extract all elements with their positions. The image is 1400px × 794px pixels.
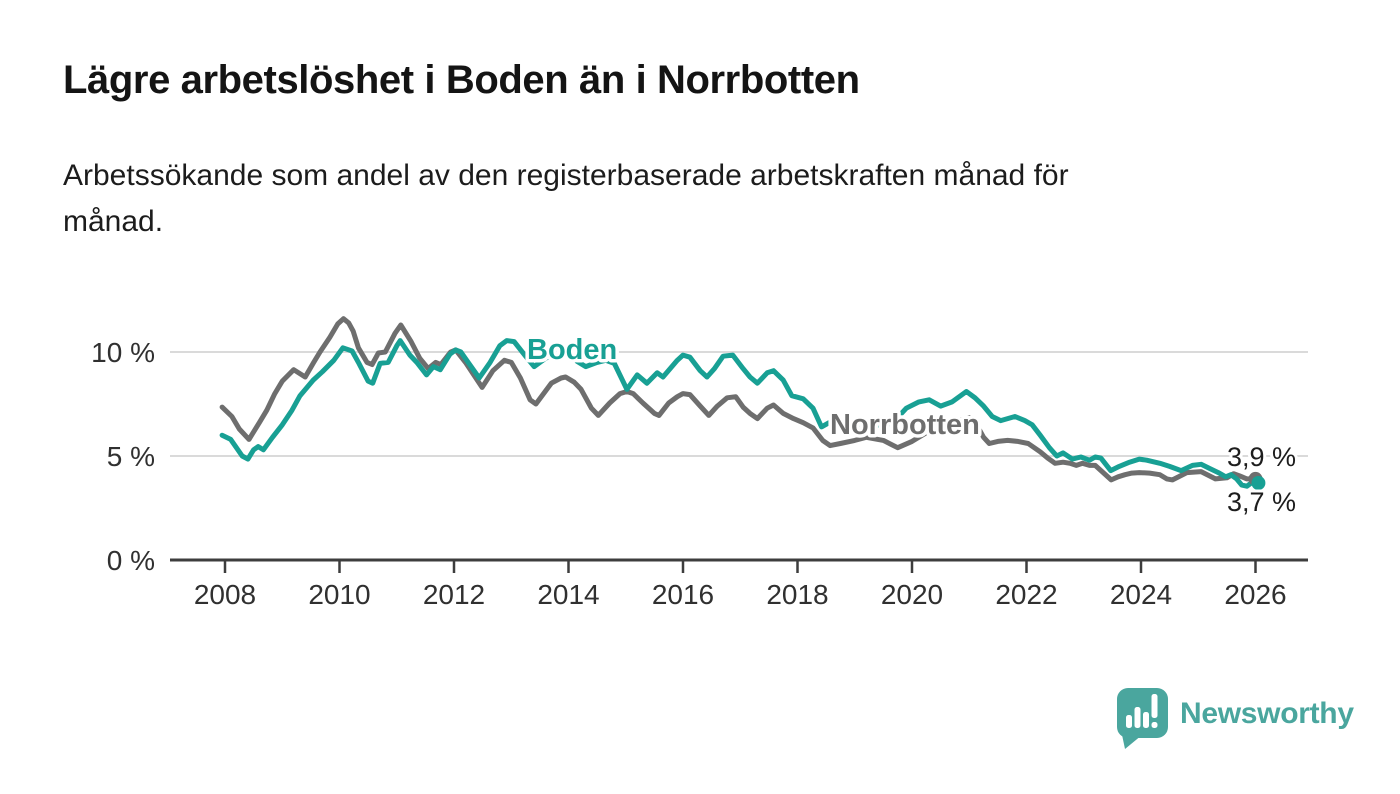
data-lines xyxy=(219,316,1261,489)
x-tick-label-2022: 2022 xyxy=(995,579,1057,610)
norrbotten-end-value-label: 3,9 % xyxy=(1227,442,1296,472)
logo-bubble-tail xyxy=(1121,730,1142,749)
logo-bar-icon xyxy=(1143,712,1149,728)
boden-end-value-label: 3,7 % xyxy=(1227,487,1296,517)
page-title: Lägre arbetslöshet i Boden än i Norrbott… xyxy=(63,58,860,102)
boden-line xyxy=(219,338,1261,489)
boden-series-label: Boden xyxy=(527,334,617,366)
series-annotations: Norrbotten Boden 3,9 % 3,7 % xyxy=(524,331,1300,521)
x-tick-label-2012: 2012 xyxy=(423,579,485,610)
norrbotten-series-label: Norrbotten xyxy=(830,409,980,441)
x-tick-label-2026: 2026 xyxy=(1224,579,1286,610)
newsworthy-logo: Newsworthy xyxy=(1117,688,1355,749)
chart-subtitle: Arbetssökande som andel av den registerb… xyxy=(63,153,1069,245)
x-tick-label-2018: 2018 xyxy=(766,579,828,610)
y-tick-label-5: 5 % xyxy=(107,441,155,472)
x-tick-label-2020: 2020 xyxy=(881,579,943,610)
logo-bubble xyxy=(1117,688,1168,738)
x-tick-label-2014: 2014 xyxy=(537,579,599,610)
subtitle-line-2: månad. xyxy=(63,205,164,238)
logo-exclamation-icon xyxy=(1151,694,1158,718)
logo-bar-icon xyxy=(1126,715,1132,728)
x-tick-label-2024: 2024 xyxy=(1110,579,1172,610)
x-axis xyxy=(170,558,1308,573)
logo-exclamation-dot xyxy=(1151,722,1158,728)
norrbotten-line xyxy=(219,316,1258,483)
y-tick-label-10: 10 % xyxy=(91,337,155,368)
x-tick-label-2008: 2008 xyxy=(194,579,256,610)
y-tick-label-0: 0 % xyxy=(107,545,155,576)
boden-end-dot xyxy=(1251,476,1266,490)
subtitle-line-1: Arbetssökande som andel av den registerb… xyxy=(63,159,1069,192)
logo-bar-icon xyxy=(1134,707,1141,728)
brand-name: Newsworthy xyxy=(1180,697,1354,730)
x-tick-label-2016: 2016 xyxy=(652,579,714,610)
x-axis-labels: 2008 2010 2012 2014 2016 2018 2020 2022 2024 2026 xyxy=(194,579,1287,610)
y-axis-labels: 10 % 5 % 0 % xyxy=(91,337,155,576)
x-tick-label-2010: 2010 xyxy=(308,579,370,610)
